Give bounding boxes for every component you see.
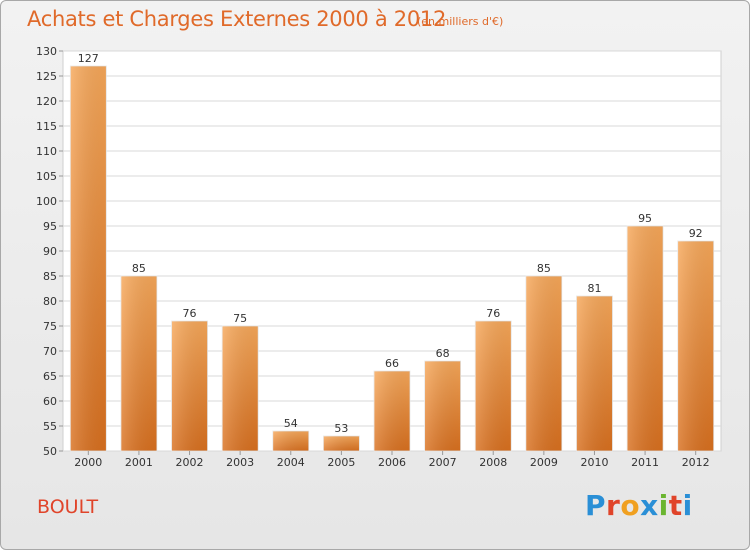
- bar-shade-2011: [627, 226, 664, 451]
- y-tick-label-65: 65: [43, 370, 57, 383]
- y-tick-label-90: 90: [43, 245, 57, 258]
- bar-shade-2003: [222, 326, 259, 451]
- y-tick-label-105: 105: [36, 170, 57, 183]
- y-tick-label-110: 110: [36, 145, 57, 158]
- x-tick-label-2007: 2007: [429, 456, 457, 469]
- bar-shade-2001: [120, 276, 157, 451]
- y-tick-label-85: 85: [43, 270, 57, 283]
- y-tick-label-115: 115: [36, 120, 57, 133]
- data-label-2006: 66: [385, 357, 399, 370]
- y-tick-label-120: 120: [36, 95, 57, 108]
- proxiti-logo: Proxiti: [585, 489, 693, 522]
- x-tick-label-2009: 2009: [530, 456, 558, 469]
- data-label-2011: 95: [638, 212, 652, 225]
- bar-shade-2005: [323, 436, 360, 451]
- bar-shade-2010: [576, 296, 613, 451]
- bar-shade-2007: [424, 361, 461, 451]
- data-label-2003: 75: [233, 312, 247, 325]
- y-tick-label-50: 50: [43, 445, 57, 458]
- y-tick-label-95: 95: [43, 220, 57, 233]
- y-tick-label-125: 125: [36, 70, 57, 83]
- data-label-2000: 127: [78, 52, 99, 65]
- data-label-2005: 53: [334, 422, 348, 435]
- x-tick-label-2002: 2002: [176, 456, 204, 469]
- data-label-2004: 54: [284, 417, 298, 430]
- bar-shade-2008: [475, 321, 512, 451]
- data-label-2012: 92: [689, 227, 703, 240]
- y-tick-label-55: 55: [43, 420, 57, 433]
- y-tick-label-130: 130: [36, 45, 57, 58]
- x-tick-label-2006: 2006: [378, 456, 406, 469]
- data-label-2002: 76: [183, 307, 197, 320]
- x-tick-label-2010: 2010: [580, 456, 608, 469]
- y-tick-label-100: 100: [36, 195, 57, 208]
- x-tick-label-2005: 2005: [327, 456, 355, 469]
- bar-shade-2004: [272, 431, 309, 451]
- x-tick-label-2004: 2004: [277, 456, 305, 469]
- bar-shade-2009: [525, 276, 562, 451]
- chart-subtitle: (en milliers d'€): [417, 15, 504, 28]
- data-label-2009: 85: [537, 262, 551, 275]
- data-label-2008: 76: [486, 307, 500, 320]
- commune-name: BOULT: [37, 496, 99, 518]
- chart-title: Achats et Charges Externes 2000 à 2012: [27, 7, 447, 31]
- bar-shade-2012: [677, 241, 714, 451]
- data-label-2007: 68: [436, 347, 450, 360]
- y-tick-label-60: 60: [43, 395, 57, 408]
- y-tick-label-70: 70: [43, 345, 57, 358]
- data-label-2001: 85: [132, 262, 146, 275]
- x-tick-label-2011: 2011: [631, 456, 659, 469]
- data-label-2010: 81: [587, 282, 601, 295]
- bar-shade-2002: [171, 321, 208, 451]
- bar-shade-2000: [70, 66, 107, 451]
- x-tick-label-2000: 2000: [74, 456, 102, 469]
- x-tick-label-2003: 2003: [226, 456, 254, 469]
- x-tick-label-2012: 2012: [682, 456, 710, 469]
- x-tick-label-2001: 2001: [125, 456, 153, 469]
- bar-shade-2006: [374, 371, 410, 451]
- y-tick-label-75: 75: [43, 320, 57, 333]
- y-tick-label-80: 80: [43, 295, 57, 308]
- x-tick-label-2008: 2008: [479, 456, 507, 469]
